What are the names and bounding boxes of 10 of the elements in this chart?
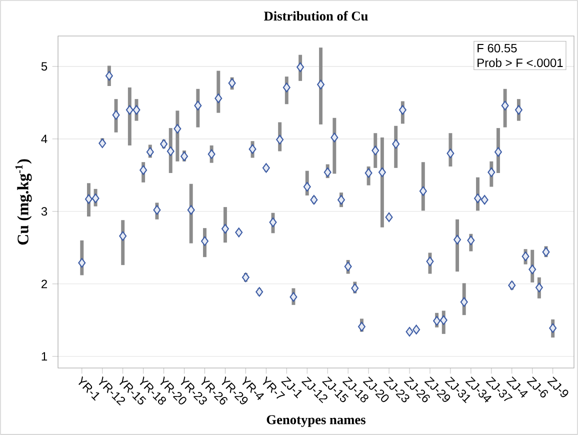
annotation: Prob > F <.0001 (478, 58, 563, 68)
y-tick-label: 4 (41, 134, 48, 144)
annotation: F 60.55 (478, 44, 517, 52)
chart-title: Distribution of Cu (264, 11, 368, 21)
y-tick-label: 1 (42, 352, 48, 361)
x-axis-title: Genotypes names (266, 415, 366, 427)
y-tick-label: 3 (41, 207, 48, 216)
y-axis-title: Cu (mg.kg$^{-1}$) (15, 159, 32, 245)
y-tick-label: 2 (42, 280, 47, 288)
y-tick-label: 5 (41, 62, 48, 71)
